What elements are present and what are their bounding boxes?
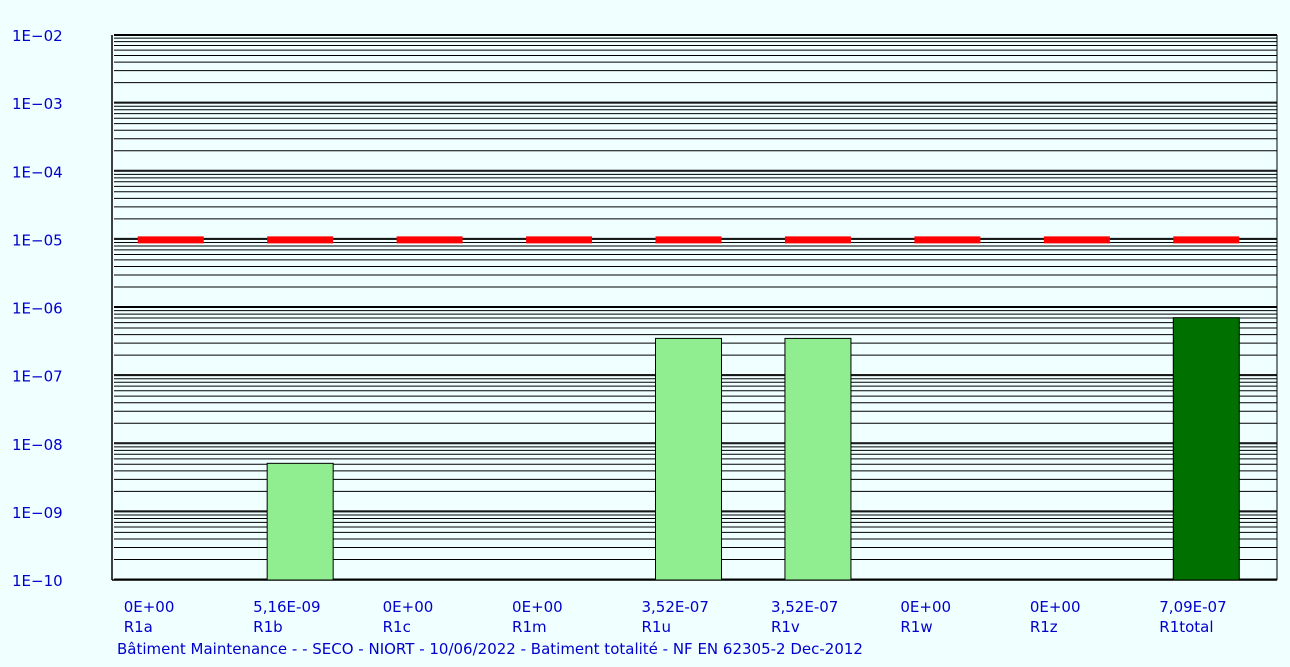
bar-R1b — [266, 462, 334, 581]
tolerable-risk-marker — [396, 236, 463, 244]
bar-value-label: 0E+00 — [1030, 598, 1081, 616]
y-tick-label: 1E−05 — [12, 231, 63, 249]
y-tick-label: 1E−06 — [12, 300, 63, 318]
tolerable-risk-marker — [784, 236, 851, 244]
tolerable-risk-marker — [914, 236, 981, 244]
chart-caption: Bâtiment Maintenance - - SECO - NIORT - … — [117, 640, 863, 658]
tolerable-risk-marker — [267, 236, 334, 244]
bar-value-label: 0E+00 — [512, 598, 563, 616]
y-tick-label: 1E−09 — [12, 504, 63, 522]
x-tick-label: R1z — [1030, 618, 1058, 636]
y-tick-label: 1E−10 — [12, 572, 63, 590]
tolerable-risk-marker — [655, 236, 722, 244]
x-tick-label: R1u — [642, 618, 671, 636]
bar-R1u — [655, 337, 722, 581]
bar-value-label: 5,16E-09 — [253, 598, 320, 616]
x-tick-label: R1a — [124, 618, 153, 636]
x-tick-label: R1m — [512, 618, 547, 636]
tolerable-risk-marker — [1043, 236, 1110, 244]
x-tick-label: R1w — [900, 618, 932, 636]
x-tick-label: R1v — [771, 618, 800, 636]
x-tick-label: R1c — [383, 618, 411, 636]
y-tick-label: 1E−07 — [12, 368, 63, 386]
bar-value-label: 7,09E-07 — [1159, 598, 1226, 616]
x-tick-label: R1total — [1159, 618, 1213, 636]
bar-value-label: 0E+00 — [124, 598, 175, 616]
y-tick-label: 1E−03 — [12, 95, 63, 113]
tolerable-risk-marker — [526, 236, 593, 244]
bar-R1total — [1172, 317, 1240, 581]
y-tick-label: 1E−08 — [12, 436, 63, 454]
tolerable-risk-marker — [1173, 236, 1240, 244]
bar-value-label: 3,52E-07 — [771, 598, 838, 616]
bar-value-label: 3,52E-07 — [642, 598, 709, 616]
y-tick-label: 1E−02 — [12, 27, 63, 45]
bar-value-label: 0E+00 — [383, 598, 434, 616]
bar-R1v — [784, 337, 852, 581]
x-tick-label: R1b — [253, 618, 283, 636]
bar-value-label: 0E+00 — [900, 598, 951, 616]
tolerable-risk-marker — [137, 236, 204, 244]
y-tick-label: 1E−04 — [12, 163, 63, 181]
